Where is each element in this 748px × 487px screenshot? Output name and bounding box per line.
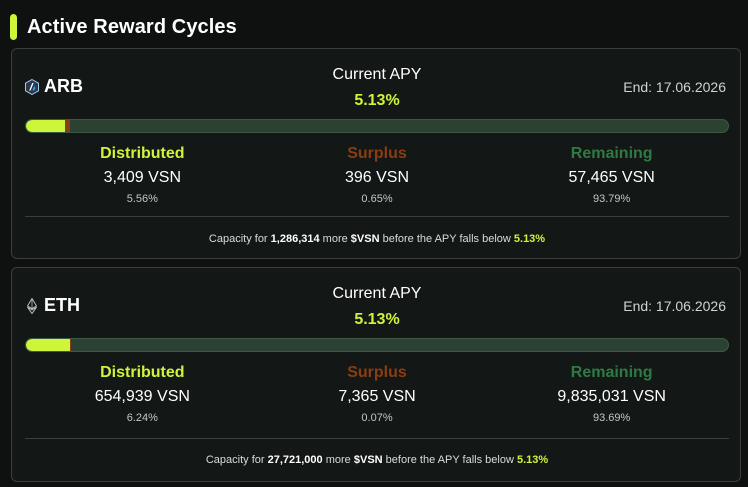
stat-percent: 5.56% — [126, 193, 158, 205]
end-date: End: 17.06.2026 — [623, 79, 726, 95]
reward-cycle-card-arb: ARB Current APY 5.13% End: 17.06.2026 Di… — [11, 48, 741, 259]
header-accent-bar — [10, 14, 17, 40]
divider — [25, 438, 729, 439]
stat-percent: 93.79% — [593, 193, 631, 205]
stat-amount: 7,365 VSN — [338, 388, 416, 405]
stat-label: Remaining — [570, 145, 653, 162]
capacity-apy: 5.13% — [516, 454, 549, 466]
page-title: Active Reward Cycles — [27, 15, 237, 38]
capacity-note: Capacity for 1,286,314 more $VSN before … — [12, 233, 742, 245]
end-date: End: 17.06.2026 — [623, 298, 726, 314]
stat-label: Surplus — [347, 364, 407, 381]
stat-percent: 93.69% — [593, 412, 631, 424]
chain-badge: ARB — [25, 76, 83, 97]
progress-bar — [25, 119, 729, 133]
stat-amount: 57,465 VSN — [568, 169, 655, 186]
stat-amount: 396 VSN — [344, 169, 410, 186]
reward-cycle-card-eth: ETH Current APY 5.13% End: 17.06.2026 Di… — [11, 267, 741, 482]
capacity-token: $VSN — [353, 454, 383, 466]
stat-remaining: Remaining 57,465 VSN 93.79% — [494, 145, 729, 205]
stat-surplus: Surplus 396 VSN 0.65% — [260, 145, 495, 205]
capacity-middle: more — [322, 233, 348, 245]
capacity-token: $VSN — [350, 233, 380, 245]
chain-name: ETH — [44, 295, 80, 315]
stats-row: Distributed 3,409 VSN 5.56% Surplus 396 … — [25, 145, 729, 205]
capacity-apy: 5.13% — [513, 233, 546, 245]
section-header: Active Reward Cycles — [10, 14, 237, 40]
stat-remaining: Remaining 9,835,031 VSN 93.69% — [494, 364, 729, 424]
stat-distributed: Distributed 3,409 VSN 5.56% — [25, 145, 260, 205]
stat-label: Distributed — [100, 145, 185, 162]
chain-name: ARB — [44, 76, 83, 96]
stat-percent: 6.24% — [126, 412, 158, 424]
capacity-prefix: Capacity for — [208, 233, 268, 245]
progress-surplus — [65, 120, 70, 132]
capacity-note: Capacity for 27,721,000 more $VSN before… — [12, 454, 742, 466]
stat-label: Surplus — [347, 145, 407, 162]
stat-amount: 654,939 VSN — [94, 388, 190, 405]
capacity-amount: 1,286,314 — [270, 233, 320, 245]
progress-distributed — [26, 120, 66, 132]
stats-row: Distributed 654,939 VSN 6.24% Surplus 7,… — [25, 364, 729, 424]
progress-bar — [25, 338, 729, 352]
capacity-suffix: before the APY falls below — [382, 233, 511, 245]
stat-label: Remaining — [570, 364, 653, 381]
stat-amount: 9,835,031 VSN — [557, 388, 666, 405]
divider — [25, 216, 729, 217]
arbitrum-icon — [25, 78, 39, 95]
progress-distributed — [26, 339, 70, 351]
ethereum-icon — [25, 297, 39, 314]
stat-amount: 3,409 VSN — [103, 169, 182, 186]
chain-badge: ETH — [25, 295, 80, 316]
progress-remaining — [70, 339, 728, 351]
stat-label: Distributed — [100, 364, 185, 381]
capacity-prefix: Capacity for — [205, 454, 265, 466]
capacity-suffix: before the APY falls below — [385, 454, 514, 466]
stat-percent: 0.65% — [361, 193, 393, 205]
stat-percent: 0.07% — [361, 412, 393, 424]
stat-surplus: Surplus 7,365 VSN 0.07% — [260, 364, 495, 424]
capacity-middle: more — [325, 454, 351, 466]
capacity-amount: 27,721,000 — [267, 454, 323, 466]
progress-remaining — [70, 120, 728, 132]
stat-distributed: Distributed 654,939 VSN 6.24% — [25, 364, 260, 424]
